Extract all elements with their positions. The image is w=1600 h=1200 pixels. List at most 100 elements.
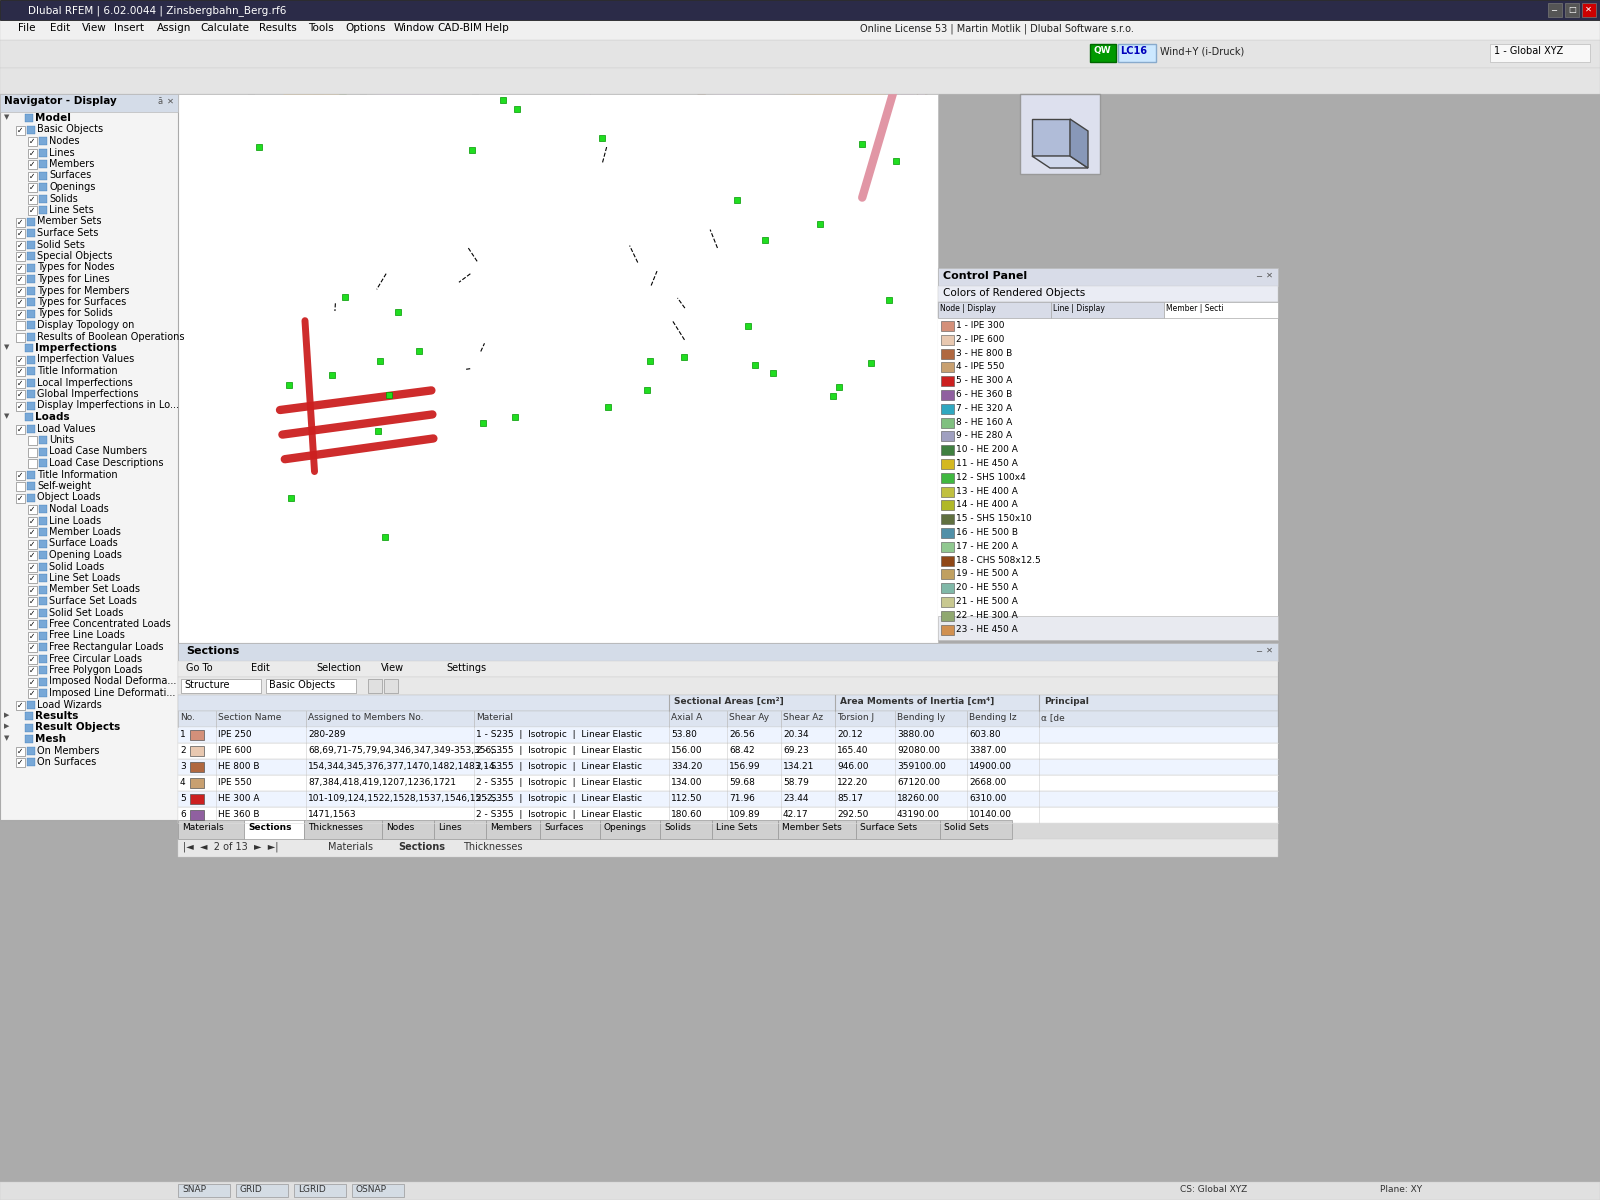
Bar [16, 229, 26, 238]
Text: ✕: ✕ [1266, 646, 1274, 655]
Text: 14 - HE 400 A: 14 - HE 400 A [957, 500, 1018, 509]
Text: 2 - IPE 600: 2 - IPE 600 [957, 335, 1005, 343]
Text: 68.42: 68.42 [730, 746, 755, 755]
Bar [27, 390, 35, 398]
Text: 1: 1 [179, 730, 186, 739]
Text: Openings: Openings [50, 182, 96, 192]
Text: Solids: Solids [50, 193, 78, 204]
Bar [16, 240, 26, 250]
Bar [941, 596, 954, 607]
Text: ─: ─ [1256, 646, 1261, 655]
Bar [16, 470, 26, 480]
Text: HE 300 A: HE 300 A [218, 794, 259, 803]
Bar [178, 1184, 230, 1198]
Bar [16, 701, 26, 709]
Bar [38, 643, 46, 650]
Bar [27, 701, 35, 708]
Text: ✓: ✓ [18, 378, 24, 388]
Bar [16, 425, 26, 433]
Text: 2 - S355  |  Isotropic  |  Linear Elastic: 2 - S355 | Isotropic | Linear Elastic [477, 794, 642, 803]
Bar [29, 137, 37, 146]
Bar [941, 487, 954, 497]
Bar [1051, 302, 1165, 318]
Text: 154,344,345,376,377,1470,1482,1483,14...: 154,344,345,376,377,1470,1482,1483,14... [307, 762, 504, 770]
Text: Node | Display: Node | Display [941, 304, 995, 313]
Text: 6 - HE 360 B: 6 - HE 360 B [957, 390, 1013, 398]
Text: View: View [82, 23, 107, 32]
Bar [27, 402, 35, 409]
Text: 334.20: 334.20 [670, 762, 702, 770]
Text: ✓: ✓ [29, 574, 35, 583]
Bar [29, 608, 37, 618]
Bar [38, 563, 46, 570]
Text: 22 - HE 300 A: 22 - HE 300 A [957, 611, 1018, 619]
Bar [38, 206, 46, 214]
Bar [304, 820, 382, 839]
Bar [941, 542, 954, 552]
Bar [38, 448, 46, 456]
Text: 10 - HE 200 A: 10 - HE 200 A [957, 445, 1018, 454]
Text: 17 - HE 200 A: 17 - HE 200 A [957, 542, 1018, 551]
Text: 12 - SHS 100x4: 12 - SHS 100x4 [957, 473, 1026, 482]
Text: Window: Window [394, 23, 435, 32]
Bar [27, 746, 35, 755]
Bar [38, 436, 46, 444]
Text: 23.44: 23.44 [782, 794, 808, 803]
Text: QW: QW [1093, 46, 1110, 55]
Text: 3: 3 [179, 762, 186, 770]
Text: Imperfections: Imperfections [35, 343, 117, 353]
Text: Solid Loads: Solid Loads [50, 562, 104, 571]
Text: Types for Lines: Types for Lines [37, 274, 110, 284]
Text: ✓: ✓ [29, 206, 35, 215]
Text: Surfaces: Surfaces [544, 823, 584, 832]
Bar [941, 390, 954, 400]
Text: ✓: ✓ [18, 367, 24, 376]
Text: Results: Results [259, 23, 298, 32]
Bar [38, 540, 46, 547]
Bar [0, 20, 1600, 40]
Text: ✓: ✓ [29, 620, 35, 629]
Text: Shear Az: Shear Az [782, 713, 822, 722]
Bar [38, 631, 46, 640]
Text: 5 - HE 300 A: 5 - HE 300 A [957, 377, 1013, 385]
Bar [190, 746, 205, 756]
Bar [38, 678, 46, 685]
Text: 18260.00: 18260.00 [898, 794, 941, 803]
Bar [38, 586, 46, 594]
Text: Member Sets: Member Sets [37, 216, 101, 227]
Text: ✓: ✓ [29, 631, 35, 641]
Bar [941, 515, 954, 524]
Text: View: View [381, 662, 405, 673]
Text: ✓: ✓ [29, 137, 35, 146]
Text: 3880.00: 3880.00 [898, 730, 934, 739]
Text: Surface Sets: Surface Sets [861, 823, 917, 832]
Bar [29, 540, 37, 548]
Text: Surface Set Loads: Surface Set Loads [50, 596, 138, 606]
Bar [434, 820, 486, 839]
Bar [941, 403, 954, 414]
Bar [938, 318, 1278, 640]
Bar [266, 679, 355, 692]
Bar [29, 194, 37, 204]
Text: 5: 5 [179, 794, 186, 803]
Text: Mesh: Mesh [35, 734, 66, 744]
Text: ✓: ✓ [29, 678, 35, 686]
Text: |◄  ◄  2 of 13  ►  ►|: |◄ ◄ 2 of 13 ► ►| [182, 842, 278, 852]
Bar [27, 240, 35, 248]
Text: 112.50: 112.50 [670, 794, 702, 803]
Text: ✓: ✓ [18, 252, 24, 260]
Bar [178, 94, 938, 643]
Text: Free Circular Loads: Free Circular Loads [50, 654, 142, 664]
Bar [190, 810, 205, 820]
Text: Member Loads: Member Loads [50, 527, 122, 538]
Text: Plane: XY: Plane: XY [1379, 1186, 1422, 1194]
Text: Load Wizards: Load Wizards [37, 700, 102, 709]
Text: 42.17: 42.17 [782, 810, 808, 818]
Bar [27, 287, 35, 294]
Text: 3387.00: 3387.00 [970, 746, 1006, 755]
Bar [29, 160, 37, 169]
Text: Global Imperfections: Global Imperfections [37, 389, 139, 398]
Bar [27, 470, 35, 479]
Text: Types for Nodes: Types for Nodes [37, 263, 115, 272]
Bar [27, 378, 35, 386]
